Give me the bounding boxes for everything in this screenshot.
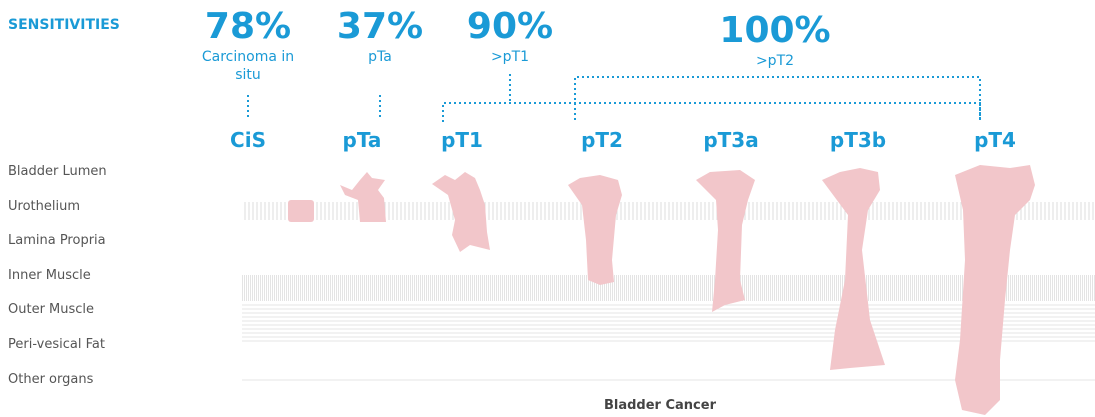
sensitivity-value: 37% <box>336 6 424 47</box>
connectors <box>247 74 981 122</box>
layer-label: Inner Muscle <box>8 267 91 283</box>
heading: SENSITIVITIES <box>8 17 120 33</box>
layer-label: Peri-vesical Fat <box>8 337 105 352</box>
outer-muscle-band <box>242 302 1095 344</box>
layer-label: Bladder Lumen <box>8 164 107 179</box>
stage-label: pT3b <box>829 128 887 152</box>
stage-label: pT1 <box>441 128 483 152</box>
stage-label: pT3a <box>703 128 759 152</box>
stage-label: pT2 <box>581 128 623 152</box>
layer-label: Lamina Propria <box>8 233 106 249</box>
stage-label: pT4 <box>974 128 1016 152</box>
stage-label: CiS <box>230 128 266 152</box>
sensitivity-value: 78% <box>204 6 292 47</box>
layer-label: Other organs <box>8 371 94 387</box>
sensitivity-label: >pT2 <box>755 53 795 69</box>
layer-label: Urothelium <box>8 198 80 214</box>
sensitivity-value: 90% <box>466 6 554 47</box>
sensitivity-label: >pT1 <box>490 49 530 65</box>
sensitivity-label: Carcinoma in situ <box>201 49 295 83</box>
footer: Bladder Cancer <box>603 398 716 413</box>
sensitivity-value: 100% <box>719 10 831 51</box>
inner-muscle-band <box>242 275 1095 301</box>
stage-label: pTa <box>342 128 382 152</box>
sensitivity-label: pTa <box>368 49 392 65</box>
tumors <box>288 165 1035 415</box>
layer-label: Outer Muscle <box>8 302 95 318</box>
